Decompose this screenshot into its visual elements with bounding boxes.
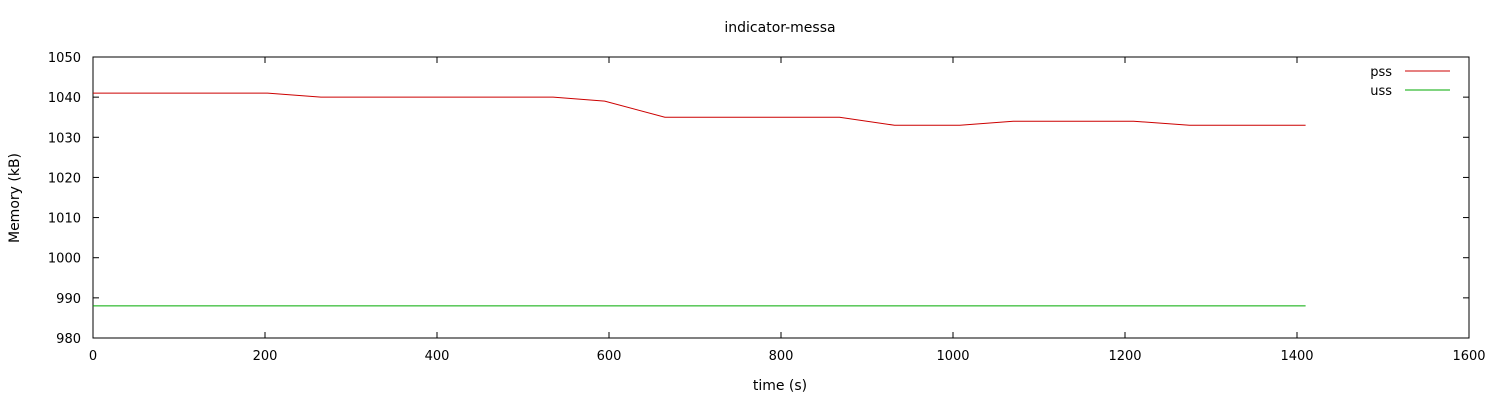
tick-labels: 0 200 400 600 800 1000 1200 1400 1600 980 990 1000 1…	[48, 51, 1486, 364]
y-axis-title: Memory (kB)	[7, 153, 23, 243]
y-tick-label: 990	[56, 292, 81, 307]
y-tick-label: 1040	[48, 91, 81, 106]
x-tick-label: 400	[425, 349, 450, 364]
plot-frame	[92, 56, 1470, 339]
legend-label-uss: uss	[1370, 84, 1392, 99]
x-tick-label: 600	[597, 349, 622, 364]
series-lines	[93, 92, 1306, 307]
x-tick-label: 1200	[1108, 349, 1141, 364]
x-tick-label: 800	[769, 349, 794, 364]
y-tick-label: 1010	[48, 212, 81, 227]
y-tick-label: 1020	[48, 171, 81, 186]
y-tick-label: 980	[56, 332, 81, 347]
x-tick-label: 1600	[1452, 349, 1485, 364]
y-tick-label: 1050	[48, 51, 81, 66]
x-tick-label: 1400	[1280, 349, 1313, 364]
axis-ticks	[92, 56, 1470, 339]
chart-title: indicator-messa	[724, 20, 835, 36]
legend: pss uss	[1370, 65, 1450, 99]
x-axis-title: time (s)	[753, 378, 807, 394]
x-tick-label: 0	[89, 349, 97, 364]
x-tick-label: 200	[253, 349, 278, 364]
legend-label-pss: pss	[1370, 65, 1392, 80]
y-tick-label: 1030	[48, 131, 81, 146]
y-tick-label: 1000	[48, 252, 81, 267]
series-line-pss	[93, 92, 1306, 126]
x-tick-label: 1000	[936, 349, 969, 364]
